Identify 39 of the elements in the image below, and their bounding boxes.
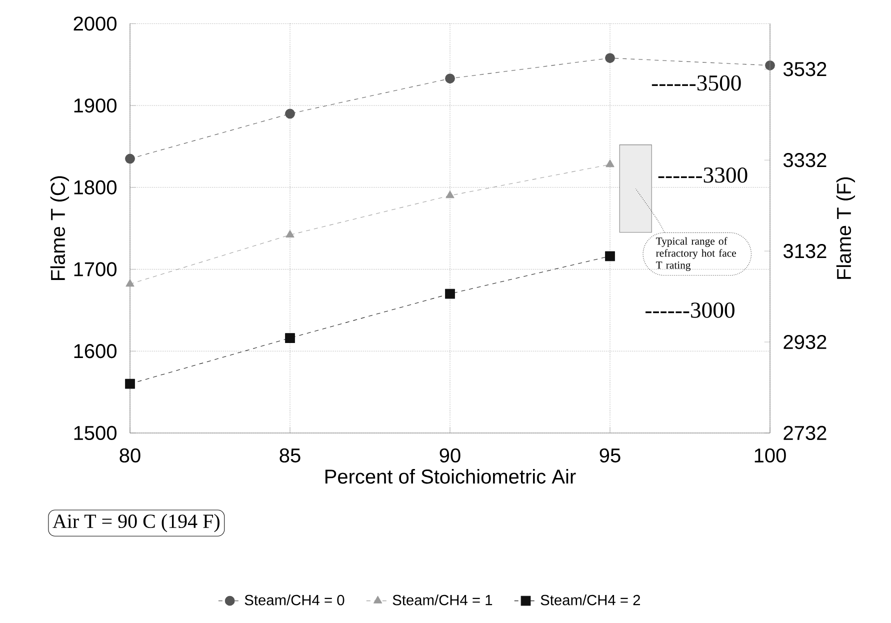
point xyxy=(445,74,455,84)
y2-tick-label: 3332 xyxy=(783,153,826,168)
x-tick-label: 80 xyxy=(120,448,140,463)
y2-tick-label: 2732 xyxy=(784,426,826,440)
point xyxy=(445,288,455,299)
y-tick-label: 1500 xyxy=(74,426,116,440)
annotation: ------3300 xyxy=(658,167,748,183)
y-tick-label: 1900 xyxy=(74,98,116,113)
y2-axis-title: Flame T (F) xyxy=(836,177,856,279)
y-axis-title: Flame T (C) xyxy=(50,176,69,280)
y-tick-label: 1800 xyxy=(74,180,116,194)
annotation: ------3000 xyxy=(646,302,734,318)
y-tick-label: 2000 xyxy=(74,16,116,31)
point xyxy=(606,160,614,168)
x-tick-label: 100 xyxy=(754,448,786,463)
y2-tick-label: 3132 xyxy=(783,244,826,258)
y2-tick-label: 3532 xyxy=(783,62,826,76)
point xyxy=(285,108,295,119)
point xyxy=(125,154,135,164)
point xyxy=(126,279,134,287)
y2-tick-label: 2932 xyxy=(784,334,826,350)
annotation: ------3500 xyxy=(652,75,741,91)
legend-label: Steam/CH4 = 1 xyxy=(392,594,492,606)
point xyxy=(285,333,295,343)
x-tick-label: 90 xyxy=(440,448,460,463)
point xyxy=(446,190,454,198)
legend-label: Steam/CH4 = 2 xyxy=(540,594,640,606)
x-tick-label: 95 xyxy=(600,448,620,463)
x-axis-title: Percent of Stoichiometric Air xyxy=(325,469,576,484)
x-tick-label: 85 xyxy=(280,448,300,463)
band-label: Typical range of refractory hot face T rating xyxy=(656,237,736,271)
y-tick-label: 1600 xyxy=(74,344,116,358)
point xyxy=(605,251,615,262)
legend-label: Steam/CH4 = 0 xyxy=(244,594,344,606)
y-tick-label: 1700 xyxy=(74,262,116,276)
point xyxy=(605,53,615,63)
text: Air T = 90 C (194 F) xyxy=(52,514,220,532)
point xyxy=(125,378,135,389)
point xyxy=(286,230,294,238)
